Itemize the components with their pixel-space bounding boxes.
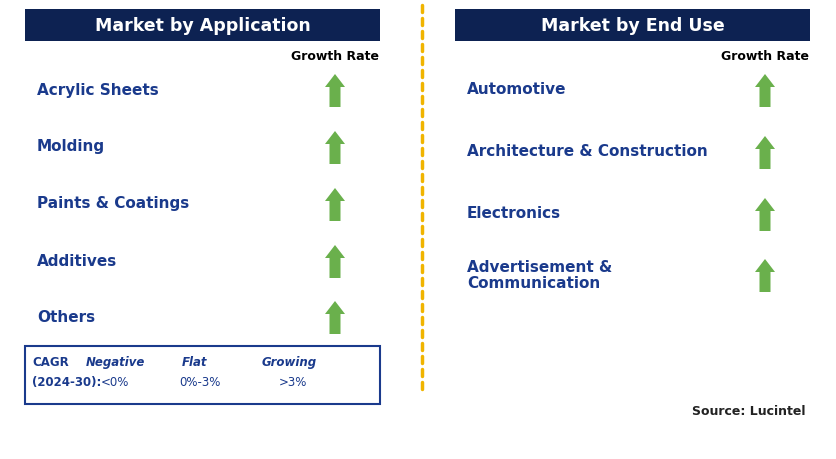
FancyArrow shape xyxy=(325,189,345,222)
FancyArrow shape xyxy=(325,302,345,334)
Text: Additives: Additives xyxy=(37,253,117,268)
Text: Growing: Growing xyxy=(262,356,317,369)
Text: Growth Rate: Growth Rate xyxy=(721,50,809,62)
Text: CAGR: CAGR xyxy=(32,356,69,369)
FancyBboxPatch shape xyxy=(25,346,380,404)
FancyArrow shape xyxy=(325,132,345,165)
Text: (2024-30):: (2024-30): xyxy=(32,375,101,389)
FancyArrow shape xyxy=(755,137,775,170)
FancyBboxPatch shape xyxy=(25,10,380,42)
Text: Acrylic Sheets: Acrylic Sheets xyxy=(37,82,159,97)
Text: Communication: Communication xyxy=(467,275,600,290)
Text: Negative: Negative xyxy=(85,356,145,369)
Text: Automotive: Automotive xyxy=(467,82,567,97)
Text: Advertisement &: Advertisement & xyxy=(467,259,612,274)
FancyArrow shape xyxy=(155,372,171,400)
FancyArrow shape xyxy=(325,75,345,108)
FancyArrow shape xyxy=(330,372,348,400)
Text: Market by End Use: Market by End Use xyxy=(541,17,724,35)
FancyArrow shape xyxy=(755,259,775,292)
Text: Market by Application: Market by Application xyxy=(94,17,310,35)
Text: Paints & Coatings: Paints & Coatings xyxy=(37,196,189,211)
Text: 0%-3%: 0%-3% xyxy=(179,375,221,389)
FancyArrow shape xyxy=(755,75,775,108)
FancyArrow shape xyxy=(755,199,775,231)
Text: Molding: Molding xyxy=(37,139,105,154)
Text: Growth Rate: Growth Rate xyxy=(291,50,379,62)
Text: Flat: Flat xyxy=(182,356,208,369)
Text: <0%: <0% xyxy=(101,375,130,389)
FancyArrow shape xyxy=(325,246,345,279)
FancyArrow shape xyxy=(225,387,261,405)
Text: >3%: >3% xyxy=(279,375,307,389)
Text: Source: Lucintel: Source: Lucintel xyxy=(691,405,805,418)
Text: Others: Others xyxy=(37,309,95,324)
FancyBboxPatch shape xyxy=(455,10,810,42)
Text: Architecture & Construction: Architecture & Construction xyxy=(467,144,708,159)
Text: Electronics: Electronics xyxy=(467,206,561,221)
